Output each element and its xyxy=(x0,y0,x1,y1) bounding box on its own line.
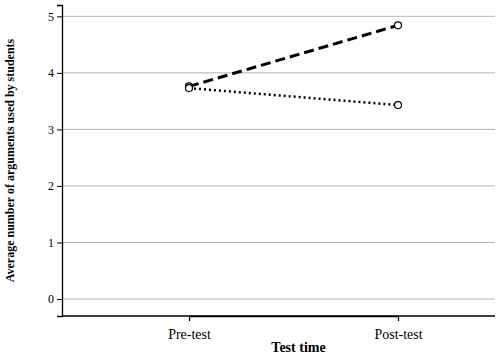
y-tick: 5 xyxy=(48,10,62,24)
series-marker xyxy=(186,85,193,92)
y-tick-mark xyxy=(57,299,62,300)
x-tick: Pre-test xyxy=(168,316,211,342)
plot-area xyxy=(186,22,402,109)
y-tick: 1 xyxy=(48,236,62,250)
x-tick-label: Post-test xyxy=(374,327,422,342)
y-axis-title: Average number of arguments used by stud… xyxy=(3,38,17,282)
y-tick-mark xyxy=(57,186,62,187)
y-axis: 0 1 2 3 4 5 xyxy=(48,6,63,317)
y-tick: 0 xyxy=(48,292,62,306)
x-axis-domain xyxy=(190,317,399,322)
y-axis-line xyxy=(57,6,63,317)
y-tick: 2 xyxy=(48,179,62,193)
x-tick: Post-test xyxy=(374,316,422,342)
x-axis: Pre-test Post-test xyxy=(168,316,423,342)
grid-line xyxy=(62,72,495,73)
chart: 0 1 2 3 4 5 Pre-test Post-test Test time Average … xyxy=(0,0,500,359)
y-tick-mark xyxy=(57,242,62,243)
y-tick-label: 3 xyxy=(48,123,54,137)
series-line xyxy=(189,88,398,105)
series-line xyxy=(189,25,398,86)
y-tick-mark xyxy=(57,16,62,17)
y-tick-mark xyxy=(57,129,62,130)
y-tick-mark xyxy=(57,73,62,74)
grid-line xyxy=(62,185,495,186)
x-tick-label: Pre-test xyxy=(168,327,211,342)
x-axis-title: Test time xyxy=(271,340,325,355)
grid-line xyxy=(62,242,495,243)
y-tick: 4 xyxy=(48,66,62,80)
y-tick-label: 4 xyxy=(48,66,54,80)
x-tick-mark xyxy=(189,316,190,321)
grid xyxy=(62,16,495,299)
y-tick-label: 2 xyxy=(48,179,54,193)
y-tick: 3 xyxy=(48,123,62,137)
y-tick-label: 1 xyxy=(48,236,54,250)
y-tick-label: 0 xyxy=(48,292,54,306)
x-tick-mark xyxy=(398,316,399,321)
series-marker xyxy=(395,22,402,29)
y-tick-label: 5 xyxy=(48,10,54,24)
grid-line xyxy=(62,299,495,300)
grid-line xyxy=(62,16,495,17)
grid-line xyxy=(62,129,495,130)
series-marker xyxy=(395,102,402,109)
